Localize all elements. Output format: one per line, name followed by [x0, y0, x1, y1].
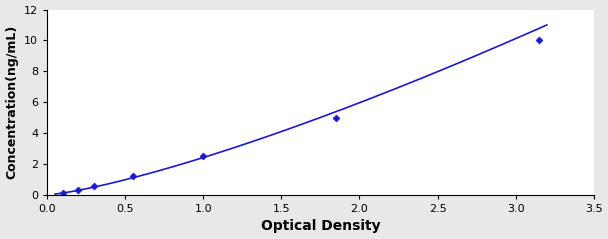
- Y-axis label: Concentration(ng/mL): Concentration(ng/mL): [5, 25, 19, 179]
- X-axis label: Optical Density: Optical Density: [261, 219, 380, 234]
